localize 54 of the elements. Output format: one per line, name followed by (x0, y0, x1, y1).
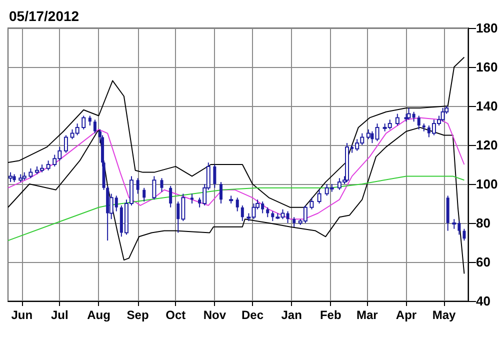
candlestick (366, 128, 370, 140)
candlestick (93, 119, 96, 134)
line-series (8, 176, 465, 242)
candlestick (310, 197, 314, 210)
candlestick (462, 228, 466, 242)
x-tick-label: Oct (166, 308, 186, 322)
candlestick (28, 168, 33, 179)
candlestick (440, 107, 445, 122)
x-tick-label: May (432, 308, 456, 322)
candlestick (286, 210, 290, 224)
candlestick (213, 164, 216, 188)
candlestick (88, 115, 92, 126)
y-tick-label: 180 (476, 20, 498, 36)
candlestick (370, 130, 374, 144)
candlestick (292, 216, 296, 228)
candlestick (317, 189, 322, 204)
x-tick-label: Sep (126, 308, 149, 322)
candlestick (395, 113, 400, 126)
x-tick-label: Mar (356, 308, 378, 322)
y-tick-label: 100 (476, 176, 498, 192)
candlestick (142, 187, 146, 202)
candlestick (8, 172, 13, 183)
candlestick (240, 204, 244, 222)
x-tick-label: Aug (87, 308, 110, 322)
candlestick (169, 185, 172, 208)
candlestick (46, 160, 50, 171)
chart-title: 05/17/2012 (9, 8, 80, 24)
line-series (8, 126, 465, 274)
candlestick (64, 134, 68, 154)
candlestick (82, 115, 86, 130)
line-series (8, 56, 465, 208)
x-tick-label: Nov (203, 308, 226, 322)
candlestick (136, 178, 140, 194)
candlestick (266, 206, 270, 218)
y-tick-label: 60 (476, 254, 490, 270)
candlestick (375, 123, 380, 142)
candlestick (236, 197, 239, 212)
x-tick-label: Jan (281, 308, 302, 322)
candlestick (152, 176, 156, 200)
candlestick (190, 193, 194, 204)
x-tick-label: Feb (320, 308, 342, 322)
candlestick (417, 115, 420, 130)
candlestick (219, 182, 222, 204)
y-tick-label: 140 (476, 98, 498, 114)
y-tick-label: 40 (476, 294, 490, 308)
candlestick (452, 218, 456, 230)
x-tick-label: Jun (11, 308, 33, 322)
y-tick-label: 80 (476, 216, 490, 230)
candlestick (160, 178, 164, 192)
y-tick-label: 120 (476, 138, 498, 152)
x-tick-label: Apr (396, 308, 417, 322)
x-tick-label: Dec (241, 308, 264, 322)
x-tick-label: Jul (51, 308, 68, 322)
y-tick-label: 160 (476, 60, 498, 74)
